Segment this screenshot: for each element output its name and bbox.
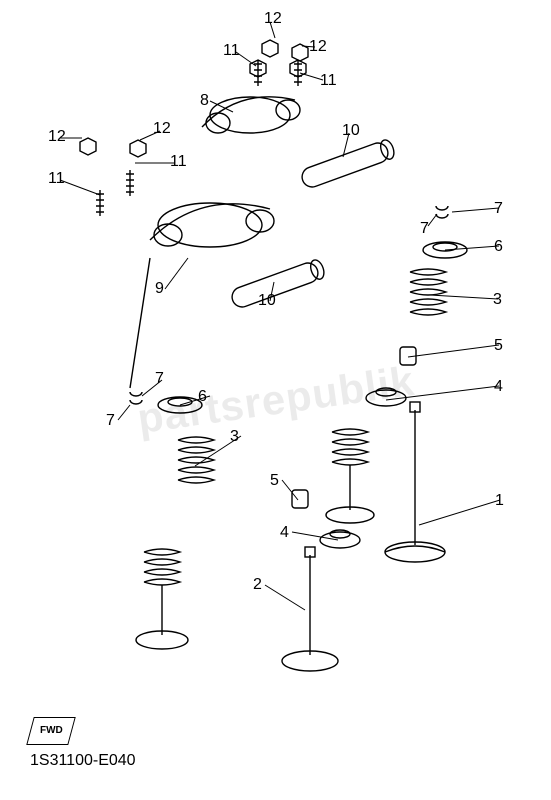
callout-12: 12 <box>153 120 171 138</box>
callout-7: 7 <box>106 412 115 430</box>
callout-4: 4 <box>494 378 503 396</box>
callout-11: 11 <box>320 72 337 90</box>
callout-5: 5 <box>494 337 503 355</box>
watermark: partsrepublik <box>134 357 417 443</box>
exploded-diagram: 123344556677778910101111111112121212 par… <box>0 0 551 800</box>
callout-12: 12 <box>264 10 282 28</box>
fwd-badge: FWD <box>26 717 76 745</box>
callout-5: 5 <box>270 472 279 490</box>
callout-10: 10 <box>258 292 276 310</box>
leader-lines <box>0 0 551 800</box>
callout-6: 6 <box>198 388 207 406</box>
callout-4: 4 <box>280 524 289 542</box>
parts-illustration <box>0 0 551 800</box>
callout-12: 12 <box>309 38 327 56</box>
callout-6: 6 <box>494 238 503 256</box>
callout-8: 8 <box>200 92 209 110</box>
fwd-label: FWD <box>40 718 63 744</box>
callout-7: 7 <box>155 370 164 388</box>
callout-3: 3 <box>230 428 239 446</box>
callout-10: 10 <box>342 122 360 140</box>
callout-11: 11 <box>223 42 240 60</box>
callout-2: 2 <box>253 576 262 594</box>
callout-12: 12 <box>48 128 66 146</box>
part-number: 1S31100-E040 <box>30 752 136 770</box>
callout-9: 9 <box>155 280 164 298</box>
callout-1: 1 <box>495 492 504 510</box>
callout-7: 7 <box>494 200 503 218</box>
callout-11: 11 <box>48 170 65 188</box>
callout-3: 3 <box>493 291 502 309</box>
callout-11: 11 <box>170 153 187 171</box>
callout-7: 7 <box>420 220 429 238</box>
